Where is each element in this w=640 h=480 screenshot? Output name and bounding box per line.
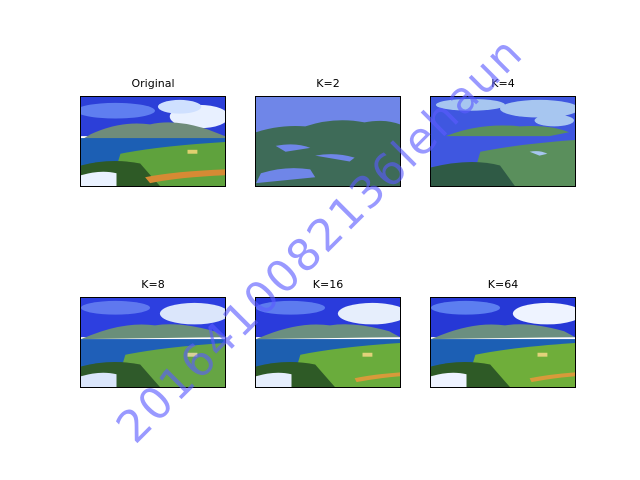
panel-title-k16: K=16	[312, 278, 344, 291]
panel-title-original: Original	[131, 77, 175, 90]
image-panel-k4	[430, 96, 576, 187]
image-panel-k16	[255, 297, 401, 388]
watermark-text: 2016410082136lehaun	[106, 26, 534, 454]
panel-title-k2: K=2	[316, 77, 340, 90]
image-panel-original	[80, 96, 226, 187]
image-panel-k64	[430, 297, 576, 388]
panel-title-k8: K=8	[141, 278, 165, 291]
image-panel-k8	[80, 297, 226, 388]
panel-title-k64: K=64	[487, 278, 519, 291]
panel-title-k4: K=4	[491, 77, 515, 90]
image-panel-k2	[255, 96, 401, 187]
